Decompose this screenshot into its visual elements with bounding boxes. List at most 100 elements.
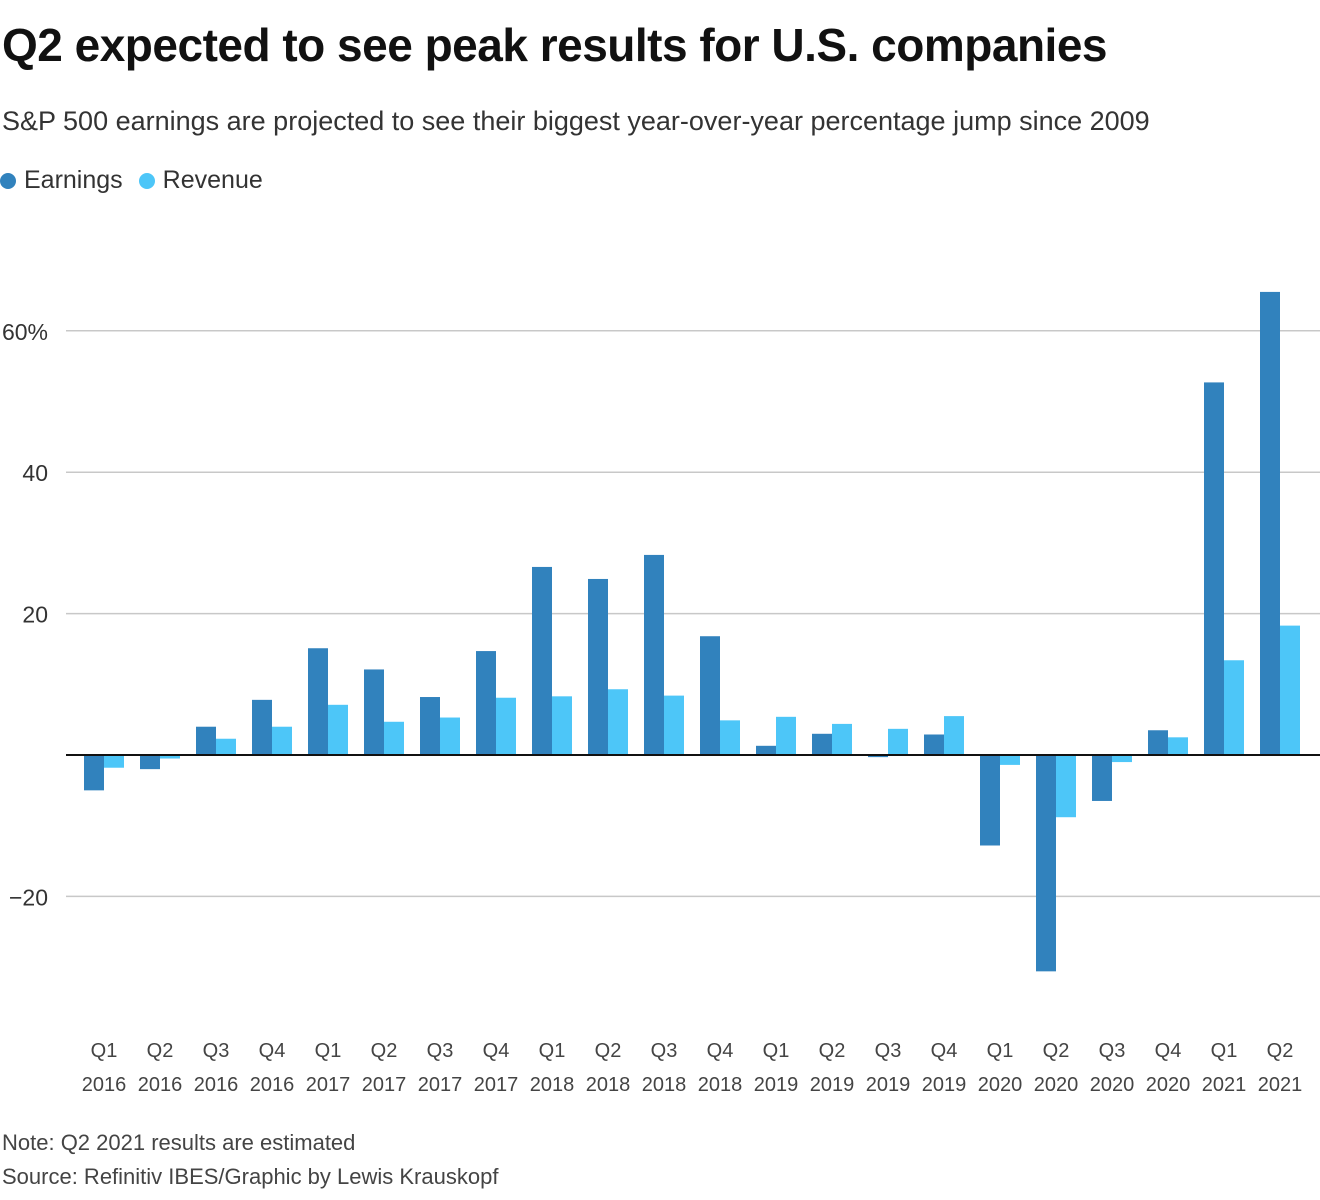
bar-earnings-q3-2017 xyxy=(420,697,440,755)
x-tick-year: 2019 xyxy=(754,1074,799,1096)
x-tick-quarter: Q1 xyxy=(539,1040,566,1062)
bar-earnings-q1-2016 xyxy=(84,755,104,791)
bar-earnings-q2-2018 xyxy=(588,578,608,755)
bar-revenue-q3-2016 xyxy=(216,738,236,755)
x-tick-year: 2020 xyxy=(1090,1074,1135,1096)
x-tick-year: 2016 xyxy=(194,1074,239,1096)
x-tick-year: 2018 xyxy=(698,1074,743,1096)
bar-earnings-q4-2018 xyxy=(700,636,720,755)
x-tick-year: 2020 xyxy=(1146,1074,1191,1096)
bar-earnings-q2-2019 xyxy=(812,733,832,755)
x-tick-year: 2016 xyxy=(250,1074,295,1096)
x-tick-year: 2017 xyxy=(474,1074,519,1096)
x-axis-tick-labels: Q1 2016 Q2 2016 Q3 2016 Q4 2016 Q1 2017 Q2 2017 Q3 20… xyxy=(82,1040,1303,1096)
x-tick-year: 2021 xyxy=(1258,1074,1303,1096)
bar-revenue-q1-2021 xyxy=(1224,660,1244,755)
bar-revenue-q3-2019 xyxy=(888,728,908,755)
x-tick-quarter: Q2 xyxy=(819,1040,846,1062)
bar-revenue-q3-2017 xyxy=(440,717,460,755)
bar-chart: −20 20 40 60% Q1 2016 Q2 2016 Q3 2016 Q4 2016 Q1 201… xyxy=(2,291,1320,1096)
bar-revenue-q1-2016 xyxy=(104,755,124,768)
bar-earnings-q4-2020 xyxy=(1148,730,1168,755)
x-tick-quarter: Q4 xyxy=(931,1040,958,1062)
bar-earnings-q3-2018 xyxy=(644,554,664,755)
x-tick-year: 2017 xyxy=(418,1074,463,1096)
bar-earnings-q4-2017 xyxy=(476,651,496,755)
bar-earnings-q2-2021 xyxy=(1260,291,1280,755)
legend-item-earnings: Earnings xyxy=(0,166,123,195)
bar-revenue-q2-2018 xyxy=(608,689,628,755)
x-tick-quarter: Q2 xyxy=(371,1040,398,1062)
x-tick-quarter: Q3 xyxy=(203,1040,230,1062)
bar-revenue-q4-2018 xyxy=(720,720,740,755)
legend: Earnings Revenue xyxy=(0,166,279,195)
x-tick-quarter: Q4 xyxy=(259,1040,286,1062)
y-tick-label: 40 xyxy=(22,460,48,486)
x-tick-year: 2018 xyxy=(530,1074,575,1096)
chart-note: Note: Q2 2021 results are estimated xyxy=(2,1130,356,1155)
bar-revenue-q2-2016 xyxy=(160,755,180,759)
bar-revenue-q2-2020 xyxy=(1056,755,1076,818)
x-tick-quarter: Q3 xyxy=(875,1040,902,1062)
bar-revenue-q2-2019 xyxy=(832,723,852,755)
x-tick-quarter: Q4 xyxy=(1155,1040,1182,1062)
chart-source: Source: Refinitiv IBES/Graphic by Lewis … xyxy=(2,1164,499,1189)
x-tick-year: 2019 xyxy=(810,1074,855,1096)
bar-revenue-q4-2017 xyxy=(496,697,516,755)
bar-earnings-q1-2018 xyxy=(532,566,552,755)
bar-revenue-q3-2018 xyxy=(664,695,684,755)
x-tick-quarter: Q2 xyxy=(147,1040,174,1062)
legend-item-revenue: Revenue xyxy=(138,166,263,195)
bar-revenue-q1-2018 xyxy=(552,696,572,755)
x-tick-quarter: Q2 xyxy=(595,1040,622,1062)
legend-swatch-earnings xyxy=(0,172,16,189)
bars xyxy=(84,291,1300,972)
gridlines xyxy=(66,330,1320,898)
chart-subtitle: S&P 500 earnings are projected to see th… xyxy=(2,106,1150,136)
x-tick-year: 2017 xyxy=(306,1074,351,1096)
bar-earnings-q3-2016 xyxy=(196,726,216,755)
x-tick-quarter: Q3 xyxy=(1099,1040,1126,1062)
x-tick-quarter: Q1 xyxy=(763,1040,790,1062)
bar-earnings-q2-2020 xyxy=(1036,755,1056,972)
bar-earnings-q3-2019 xyxy=(868,755,888,758)
x-tick-quarter: Q4 xyxy=(707,1040,734,1062)
bar-earnings-q1-2020 xyxy=(980,755,1000,846)
x-tick-quarter: Q2 xyxy=(1043,1040,1070,1062)
legend-label-revenue: Revenue xyxy=(162,166,263,194)
x-tick-quarter: Q1 xyxy=(91,1040,118,1062)
y-tick-label: 60% xyxy=(2,319,48,345)
bar-revenue-q2-2021 xyxy=(1280,625,1300,755)
legend-swatch-revenue xyxy=(138,172,155,189)
x-tick-year: 2018 xyxy=(586,1074,631,1096)
bar-revenue-q1-2020 xyxy=(1000,755,1020,765)
bar-revenue-q4-2020 xyxy=(1168,737,1188,755)
x-tick-year: 2016 xyxy=(138,1074,183,1096)
x-tick-year: 2020 xyxy=(1034,1074,1079,1096)
x-tick-year: 2021 xyxy=(1202,1074,1247,1096)
bar-earnings-q1-2019 xyxy=(756,745,776,755)
x-tick-quarter: Q1 xyxy=(1211,1040,1238,1062)
x-tick-quarter: Q1 xyxy=(315,1040,342,1062)
chart-title: Q2 expected to see peak results for U.S.… xyxy=(2,19,1108,71)
y-tick-label: −20 xyxy=(9,884,48,910)
bar-revenue-q1-2019 xyxy=(776,716,796,755)
x-tick-quarter: Q1 xyxy=(987,1040,1014,1062)
bar-earnings-q4-2019 xyxy=(924,734,944,755)
x-tick-quarter: Q2 xyxy=(1267,1040,1294,1062)
bar-earnings-q1-2017 xyxy=(308,648,328,755)
x-tick-year: 2018 xyxy=(642,1074,687,1096)
x-tick-year: 2016 xyxy=(82,1074,127,1096)
x-tick-quarter: Q3 xyxy=(427,1040,454,1062)
x-tick-year: 2019 xyxy=(922,1074,967,1096)
bar-earnings-q2-2017 xyxy=(364,669,384,755)
bar-earnings-q2-2016 xyxy=(140,755,160,770)
bar-earnings-q4-2016 xyxy=(252,699,272,755)
x-tick-year: 2019 xyxy=(866,1074,911,1096)
y-axis-tick-labels: −20 20 40 60% xyxy=(2,319,48,911)
x-tick-quarter: Q3 xyxy=(651,1040,678,1062)
bar-revenue-q4-2019 xyxy=(944,716,964,755)
x-tick-quarter: Q4 xyxy=(483,1040,510,1062)
x-tick-year: 2020 xyxy=(978,1074,1023,1096)
bar-revenue-q1-2017 xyxy=(328,704,348,755)
